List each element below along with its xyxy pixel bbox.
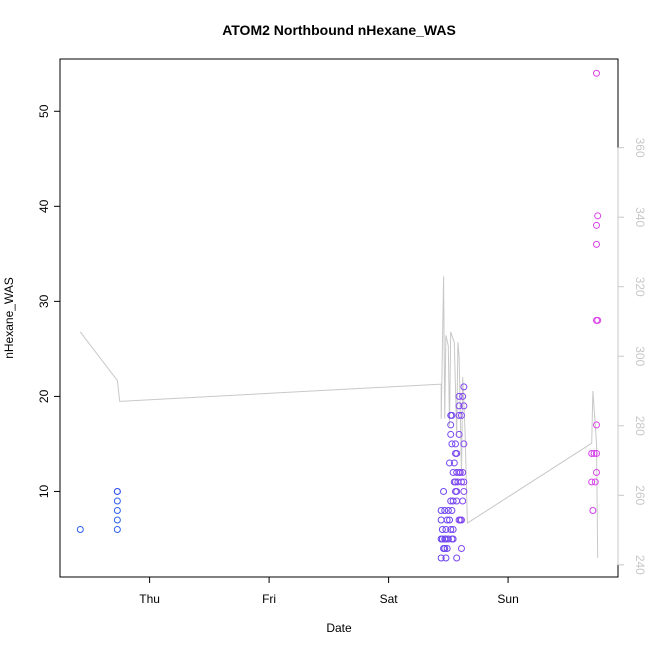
data-point xyxy=(460,383,468,391)
data-point xyxy=(444,535,452,543)
right-y-tick-label: 280 xyxy=(633,416,647,436)
data-point xyxy=(459,497,467,505)
y-axis-label: nHexane_WAS xyxy=(2,277,16,359)
right-y-tick-label: 340 xyxy=(633,207,647,227)
data-point xyxy=(457,411,465,419)
data-point xyxy=(453,554,461,562)
y-tick-label: 50 xyxy=(37,104,51,118)
data-point xyxy=(441,544,449,552)
data-point xyxy=(450,459,458,467)
data-point xyxy=(456,468,464,476)
data-point xyxy=(449,535,457,543)
x-tick-label: Sun xyxy=(497,592,518,606)
data-point xyxy=(441,506,449,514)
data-point xyxy=(113,516,121,524)
line-series-path xyxy=(79,276,599,558)
data-point xyxy=(448,411,456,419)
data-point xyxy=(447,430,455,438)
data-point xyxy=(449,497,457,505)
data-point xyxy=(446,516,454,524)
data-point xyxy=(448,506,456,514)
y-tick-label: 10 xyxy=(37,484,51,498)
data-point xyxy=(455,392,463,400)
x-axis-label: Date xyxy=(326,621,352,635)
plot-frame xyxy=(59,58,619,578)
data-point xyxy=(457,478,465,486)
right-y-tick-label: 360 xyxy=(633,138,647,158)
data-point xyxy=(594,212,602,220)
data-point xyxy=(446,459,454,467)
data-point xyxy=(591,478,599,486)
scatter-series xyxy=(76,69,602,562)
data-point xyxy=(460,487,468,495)
data-point xyxy=(457,516,465,524)
data-point xyxy=(442,554,450,562)
data-point xyxy=(589,506,597,514)
line-series xyxy=(79,276,599,558)
data-point xyxy=(459,392,467,400)
right-y-axis: 240 260 280 300 320 340 360 xyxy=(617,138,647,575)
data-point xyxy=(453,497,461,505)
y-tick-label: 40 xyxy=(37,199,51,213)
data-point xyxy=(438,525,446,533)
data-point xyxy=(113,497,121,505)
data-point xyxy=(592,468,600,476)
data-point xyxy=(460,440,468,448)
data-point xyxy=(592,221,600,229)
data-point xyxy=(448,440,456,448)
data-point xyxy=(443,516,451,524)
data-point xyxy=(592,421,600,429)
data-point xyxy=(460,402,468,410)
data-point xyxy=(590,449,598,457)
y-axis: 10 20 30 40 50 xyxy=(37,104,61,498)
data-point xyxy=(113,525,121,533)
data-point xyxy=(113,487,121,495)
data-point xyxy=(440,487,448,495)
data-point xyxy=(437,506,445,514)
data-point xyxy=(594,316,602,324)
data-point xyxy=(457,544,465,552)
data-point xyxy=(437,554,445,562)
y-tick-label: 20 xyxy=(37,389,51,403)
data-point xyxy=(447,525,455,533)
data-point xyxy=(113,506,121,514)
right-y-tick-label: 240 xyxy=(633,555,647,575)
data-point xyxy=(447,421,455,429)
data-point xyxy=(437,516,445,524)
data-point xyxy=(592,449,600,457)
data-point xyxy=(588,478,596,486)
x-axis: Thu Fri Sat Sun xyxy=(139,576,519,606)
data-point xyxy=(444,506,452,514)
data-point xyxy=(592,69,600,77)
x-tick-label: Thu xyxy=(139,592,160,606)
right-y-tick-label: 260 xyxy=(633,485,647,505)
y-tick-label: 30 xyxy=(37,294,51,308)
data-point xyxy=(449,525,457,533)
data-point xyxy=(459,468,467,476)
data-point xyxy=(455,430,463,438)
data-point xyxy=(443,544,451,552)
data-point xyxy=(76,525,84,533)
chart-title: ATOM2 Northbound nHexane_WAS xyxy=(222,22,456,38)
x-tick-label: Sat xyxy=(380,592,399,606)
data-point xyxy=(455,402,463,410)
x-tick-label: Fri xyxy=(262,592,276,606)
data-point xyxy=(451,440,459,448)
data-point xyxy=(592,240,600,248)
right-y-tick-label: 320 xyxy=(633,277,647,297)
data-point xyxy=(460,478,468,486)
data-point xyxy=(453,449,461,457)
right-y-tick-label: 300 xyxy=(633,346,647,366)
data-point xyxy=(442,525,450,533)
data-point xyxy=(455,411,463,419)
data-point xyxy=(588,449,596,457)
data-point xyxy=(453,487,461,495)
